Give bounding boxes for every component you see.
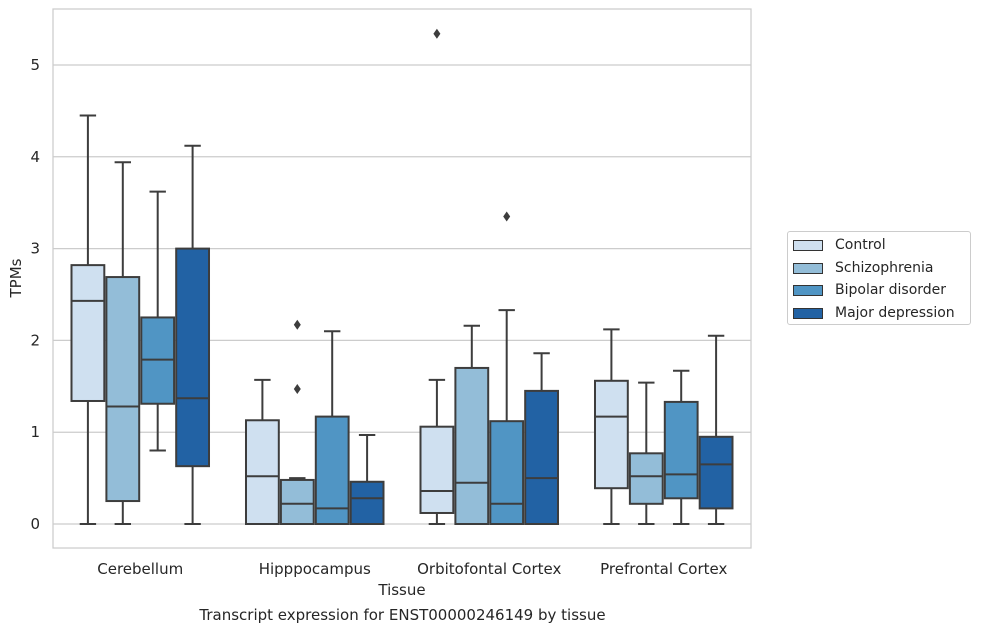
box-body (70, 264, 106, 402)
legend-swatch-schizophrenia (793, 262, 823, 274)
legend-label-major-depression: Major depression (835, 305, 955, 321)
box-hipppocampus-schizophrenia (279, 319, 315, 526)
box-body (628, 452, 664, 505)
box-body (349, 480, 385, 526)
x-tick-label-prefrontal-cortex: Prefrontal Cortex (600, 560, 727, 578)
box-orbitofontal-cortex-schizophrenia (454, 324, 490, 525)
box-cerebellum-bipolar-disorder (140, 190, 176, 452)
box-prefrontal-cortex-bipolar-disorder (663, 369, 699, 525)
x-axis-label: Tissue (377, 581, 425, 599)
box-body (244, 419, 280, 525)
chart-caption: Transcript expression for ENST0000024614… (199, 606, 606, 624)
y-axis-label: TPMs (7, 258, 25, 298)
box-orbitofontal-cortex-bipolar-disorder (489, 211, 525, 525)
legend-swatch-control (793, 239, 823, 251)
outlier-point-0 (433, 28, 441, 39)
plot-area-border (52, 8, 752, 549)
legend-label-schizophrenia: Schizophrenia (835, 260, 934, 276)
box-body (105, 276, 141, 503)
box-hipppocampus-bipolar-disorder (314, 330, 350, 525)
legend-item-major-depression: Major depression (793, 303, 955, 323)
y-tick-label-1: 1 (30, 423, 40, 441)
y-tick-label-0: 0 (30, 515, 40, 533)
outlier-point-0 (293, 384, 301, 395)
box-body (454, 366, 490, 525)
x-tick-label-hipppocampus: Hipppocampus (259, 560, 371, 578)
box-orbitofontal-cortex-control (419, 28, 455, 525)
y-tick-labels: 0 1 2 3 4 5 (30, 56, 40, 533)
y-tick-label-5: 5 (30, 56, 40, 74)
y-tick-label-4: 4 (30, 148, 40, 166)
box-body (663, 400, 699, 500)
legend-item-control: Control (793, 235, 886, 255)
legend: Control Schizophrenia Bipolar disorder M… (787, 231, 971, 325)
box-body (593, 379, 629, 490)
box-body (489, 420, 525, 525)
outlier-point-1 (293, 319, 301, 330)
x-tick-labels: Cerebellum Hipppocampus Orbitofontal Corte… (97, 560, 727, 578)
legend-item-bipolar-disorder: Bipolar disorder (793, 280, 946, 300)
box-body (524, 389, 560, 526)
box-prefrontal-cortex-schizophrenia (628, 381, 664, 525)
outlier-point-0 (503, 211, 511, 222)
y-tick-label-3: 3 (30, 240, 40, 258)
legend-label-control: Control (835, 237, 886, 253)
legend-item-schizophrenia: Schizophrenia (793, 258, 933, 278)
box-body (279, 478, 315, 526)
box-hipppocampus-control (244, 378, 280, 525)
x-tick-label-cerebellum: Cerebellum (97, 560, 183, 578)
box-groups (70, 28, 734, 526)
box-orbitofontal-cortex-major-depression (524, 352, 560, 526)
box-body (175, 247, 211, 468)
legend-swatch-bipolar-disorder (793, 284, 823, 296)
box-prefrontal-cortex-major-depression (698, 334, 734, 525)
box-prefrontal-cortex-control (593, 328, 629, 525)
box-body (698, 435, 734, 510)
box-body (314, 415, 350, 525)
box-cerebellum-major-depression (175, 144, 211, 525)
box-cerebellum-control (70, 114, 106, 525)
x-tick-label-orbitofontal-cortex: Orbitofontal Cortex (417, 560, 561, 578)
legend-swatch-major-depression (793, 307, 823, 319)
legend-label-bipolar-disorder: Bipolar disorder (835, 282, 947, 298)
y-tick-label-2: 2 (30, 331, 40, 349)
box-hipppocampus-major-depression (349, 433, 385, 526)
box-body (419, 425, 455, 514)
box-cerebellum-schizophrenia (105, 161, 141, 525)
